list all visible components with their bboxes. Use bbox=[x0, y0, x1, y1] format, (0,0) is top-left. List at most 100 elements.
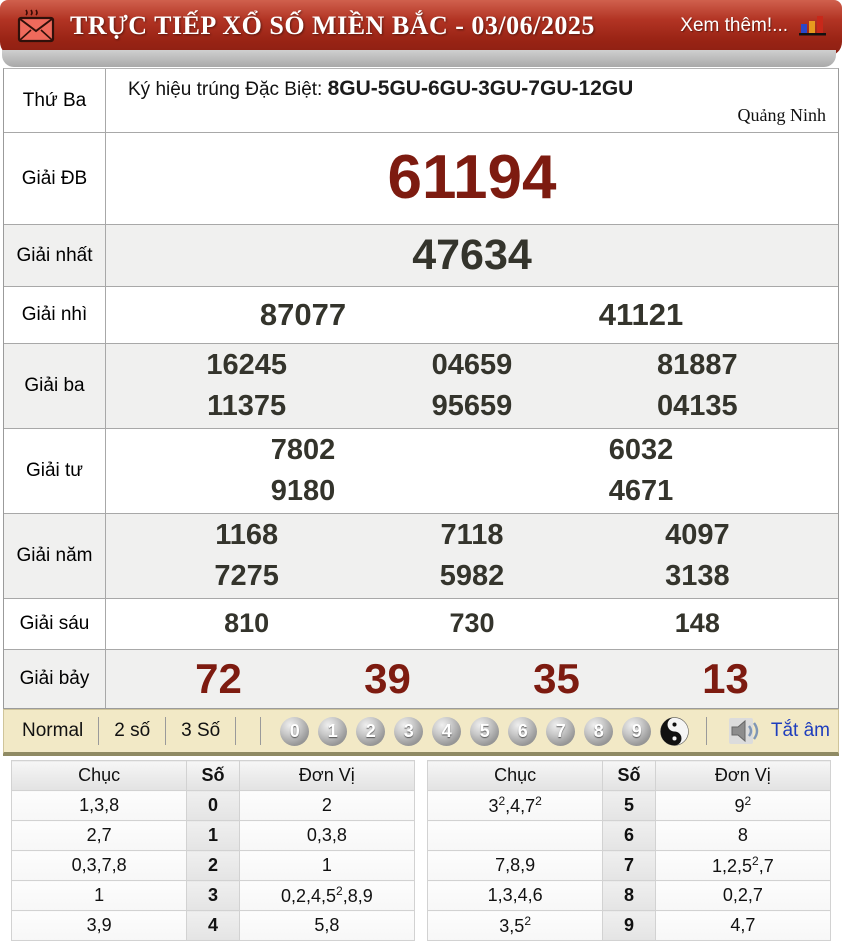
mode-button-2-số[interactable]: 2 số bbox=[99, 717, 167, 745]
prize-line: 16245 04659 81887 bbox=[106, 345, 838, 386]
digit-cell: 1 bbox=[186, 820, 240, 851]
units-cell: 1,2,52,7 bbox=[654, 850, 832, 881]
prize-content: 72 39 35 13 bbox=[106, 650, 838, 708]
prize-number: 9180 bbox=[270, 475, 336, 507]
table-row: 3,9 4 5,8 bbox=[10, 910, 416, 941]
prize-line: 810 730 148 bbox=[106, 607, 838, 641]
mode-button-normal[interactable]: Normal bbox=[12, 717, 100, 745]
special-symbol-value: 8GU-5GU-6GU-3GU-7GU-12GU bbox=[327, 77, 634, 100]
digit-button-3[interactable]: 3 bbox=[394, 716, 424, 746]
toolbar-separator bbox=[260, 717, 262, 745]
prize-label: Giải sáu bbox=[4, 599, 106, 649]
digit-table-left: Chục Số Đơn Vị 1,3,8 0 2 2,7 1 0,3,8 0,3,7,8 2 1 1 3 0… bbox=[10, 760, 416, 941]
prize-row: Giải ĐB 61194 bbox=[4, 133, 838, 225]
info-row: Thứ Ba Ký hiệu trúng Đặc Biệt: 8GU-5GU-6… bbox=[4, 69, 838, 133]
prize-number: 81887 bbox=[656, 349, 738, 382]
digit-cell: 4 bbox=[186, 910, 240, 941]
tens-cell: 0,3,7,8 bbox=[10, 850, 188, 881]
prize-number: 16245 bbox=[206, 349, 287, 382]
tens-cell: 1,3,8 bbox=[10, 790, 188, 821]
prize-label: Giải tư bbox=[4, 429, 106, 513]
table-row: 2,7 1 0,3,8 bbox=[10, 820, 416, 851]
prize-label: Giải nhất bbox=[4, 225, 106, 286]
digit-cell: 9 bbox=[602, 910, 656, 941]
prize-label: Giải bảy bbox=[4, 650, 106, 708]
mode-switcher: Normal 2 số 3 Số bbox=[12, 717, 237, 745]
digit-cell: 0 bbox=[186, 790, 240, 821]
digit-button-6[interactable]: 6 bbox=[508, 716, 538, 746]
tens-cell: 2,7 bbox=[10, 820, 188, 851]
digit-summary-tables: Chục Số Đơn Vị 1,3,8 0 2 2,7 1 0,3,8 0,3,7,8 2 1 1 3 0… bbox=[3, 754, 839, 941]
prize-row: Giải sáu 810 730 148 bbox=[4, 599, 838, 650]
prize-row: Giải nhì 87077 41121 bbox=[4, 287, 838, 344]
prize-number: 87077 bbox=[259, 296, 347, 332]
prize-number: 730 bbox=[449, 608, 495, 639]
yin-yang-button[interactable] bbox=[660, 716, 689, 746]
column-header: Số bbox=[186, 760, 240, 791]
digit-cell: 5 bbox=[602, 790, 656, 821]
header-bar: TRỰC TIẾP XỔ SỐ MIỀN BẮC - 03/06/2025 Xe… bbox=[0, 0, 842, 56]
province-name: Quảng Ninh bbox=[737, 105, 827, 125]
prize-line: 47634 bbox=[106, 231, 838, 279]
prize-row: Giải nhất 47634 bbox=[4, 225, 838, 287]
column-header: Đơn Vị bbox=[654, 760, 832, 791]
toolbar-separator bbox=[705, 717, 707, 745]
weekday-label: Thứ Ba bbox=[4, 69, 106, 132]
prize-line: 72 39 35 13 bbox=[106, 654, 838, 702]
tens-cell: 1,3,4,6 bbox=[426, 880, 604, 911]
digit-button-9[interactable]: 9 bbox=[622, 716, 652, 746]
digit-button-4[interactable]: 4 bbox=[432, 716, 462, 746]
prize-number: 5982 bbox=[439, 560, 505, 592]
results-table: Thứ Ba Ký hiệu trúng Đặc Biệt: 8GU-5GU-6… bbox=[3, 68, 839, 709]
prize-line: 9180 4671 bbox=[106, 471, 838, 512]
prize-line: 11375 95659 04135 bbox=[106, 386, 838, 427]
digit-cell: 3 bbox=[186, 880, 240, 911]
mode-button-3-số[interactable]: 3 Số bbox=[166, 717, 237, 745]
prize-number: 7275 bbox=[214, 560, 279, 592]
prize-label: Giải năm bbox=[4, 514, 106, 598]
digit-button-2[interactable]: 2 bbox=[356, 716, 386, 746]
prize-content: 87077 41121 bbox=[106, 287, 838, 343]
prize-label: Giải ĐB bbox=[4, 133, 106, 224]
prize-number: 6032 bbox=[608, 434, 674, 467]
prize-number: 3138 bbox=[665, 560, 730, 592]
digit-button-8[interactable]: 8 bbox=[584, 716, 614, 746]
table-row: 3,52 9 4,7 bbox=[426, 910, 832, 941]
tens-cell: 1 bbox=[10, 880, 188, 911]
digit-cell: 6 bbox=[602, 820, 656, 851]
bar-chart-icon[interactable] bbox=[798, 14, 828, 38]
digit-button-1[interactable]: 1 bbox=[318, 716, 348, 746]
units-cell: 0,3,8 bbox=[238, 820, 416, 851]
prize-number: 41121 bbox=[598, 296, 684, 332]
digit-button-7[interactable]: 7 bbox=[546, 716, 576, 746]
see-more-link[interactable]: Xem thêm!... bbox=[680, 15, 788, 36]
prize-number: 61194 bbox=[387, 143, 557, 213]
header-shadow-strip bbox=[2, 50, 836, 67]
digit-button-5[interactable]: 5 bbox=[470, 716, 500, 746]
prize-line: 7275 5982 3138 bbox=[106, 556, 838, 597]
prize-number: 148 bbox=[674, 608, 720, 639]
mute-label[interactable]: Tắt âm bbox=[770, 720, 830, 741]
tens-cell: 3,52 bbox=[426, 910, 604, 941]
digit-table-right: Chục Số Đơn Vị 32,4,72 5 92 6 8 7,8,9 7 1,2,52,7 1,… bbox=[426, 760, 832, 941]
prize-number: 11375 bbox=[207, 390, 287, 422]
column-header: Đơn Vị bbox=[238, 760, 416, 791]
special-symbol-label: Ký hiệu trúng Đặc Biệt: bbox=[128, 79, 323, 100]
envelope-icon bbox=[17, 9, 55, 43]
tens-cell: 3,9 bbox=[10, 910, 188, 941]
units-cell: 0,2,4,52,8,9 bbox=[238, 880, 416, 911]
prize-line: 7802 6032 bbox=[106, 430, 838, 471]
tens-cell bbox=[426, 820, 604, 851]
digit-button-0[interactable]: 0 bbox=[280, 716, 310, 746]
units-cell: 8 bbox=[654, 820, 832, 851]
prize-number: 810 bbox=[224, 608, 270, 639]
prize-number: 13 bbox=[702, 654, 749, 702]
speaker-icon bbox=[728, 718, 759, 744]
units-cell: 1 bbox=[238, 850, 416, 881]
prize-line: 61194 bbox=[106, 144, 838, 212]
mute-control[interactable]: Tắt âm bbox=[705, 717, 830, 745]
column-header: Chục bbox=[10, 760, 188, 791]
